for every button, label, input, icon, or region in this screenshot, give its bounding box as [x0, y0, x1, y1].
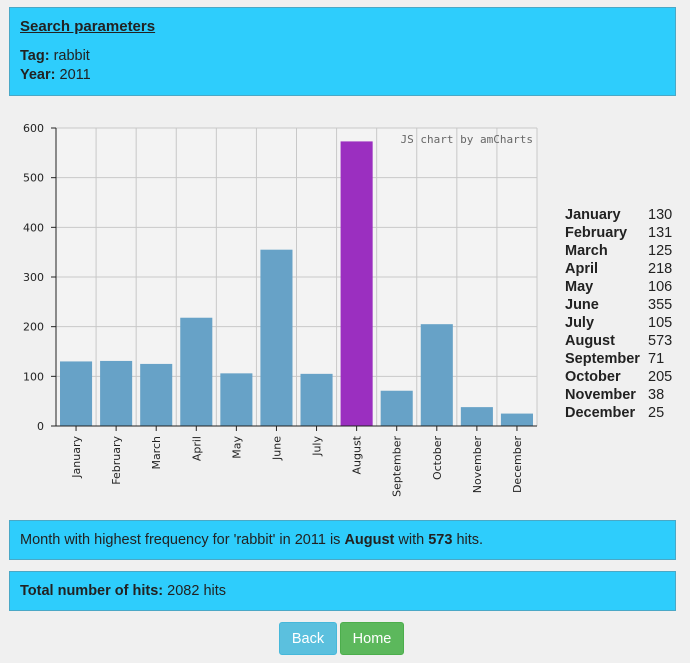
table-count: 218	[648, 261, 673, 277]
y-tick-label: 100	[23, 370, 44, 383]
summary-suffix: hits.	[452, 532, 484, 548]
bar	[300, 373, 333, 426]
bar	[420, 324, 453, 426]
bar	[500, 413, 533, 426]
home-button[interactable]: Home	[340, 622, 404, 655]
table-row: December 25	[565, 404, 678, 422]
bar	[180, 317, 213, 426]
x-tick-label: December	[511, 436, 524, 494]
summary-hits: 573	[428, 532, 453, 548]
bar	[460, 407, 493, 426]
table-row: November 38	[565, 386, 678, 404]
table-row: April 218	[565, 260, 678, 278]
x-tick-label: January	[70, 436, 83, 479]
search-parameters-heading: Search parameters	[20, 18, 156, 35]
y-tick-label: 200	[23, 321, 44, 334]
bar	[60, 361, 93, 426]
table-count: 106	[648, 279, 673, 295]
chart-credit: JS chart by amCharts	[401, 133, 533, 146]
table-row: August 573	[565, 332, 678, 350]
year-value: 2011	[59, 67, 91, 83]
table-month: May	[565, 279, 594, 295]
year-row: Year: 2011	[20, 66, 665, 85]
summary-prefix: Month with highest frequency for 'rabbit…	[20, 532, 345, 548]
total-panel: Total number of hits: 2082 hits	[9, 571, 676, 611]
y-tick-label: 600	[23, 122, 44, 135]
x-tick-label: February	[110, 436, 123, 485]
tag-value: rabbit	[53, 48, 90, 64]
bar	[340, 141, 373, 426]
table-month: January	[565, 207, 621, 223]
table-month: July	[565, 315, 595, 331]
table-count: 125	[648, 243, 673, 259]
x-tick-label: June	[270, 436, 283, 461]
table-month: September	[565, 351, 640, 367]
x-tick-label: October	[431, 436, 444, 480]
table-row: February 131	[565, 224, 678, 242]
tag-row: Tag: rabbit	[20, 47, 665, 66]
table-month: October	[565, 369, 621, 385]
table-month: February	[565, 225, 628, 241]
table-row: September 71	[565, 350, 678, 368]
bar	[380, 390, 413, 426]
table-count: 38	[648, 387, 665, 403]
x-tick-label: July	[311, 436, 324, 457]
monthly-hits-table: January 130 February 131 March 125 April 218 May…	[565, 206, 678, 422]
y-tick-label: 0	[37, 420, 44, 433]
summary-panel: Month with highest frequency for 'rabbit…	[9, 520, 676, 560]
x-tick-label: November	[471, 436, 484, 494]
search-parameters-panel: Search parameters Tag: rabbit Year: 2011	[9, 7, 676, 96]
table-count: 25	[648, 405, 665, 421]
bar	[140, 363, 173, 426]
year-label: Year:	[20, 67, 56, 83]
table-count: 573	[648, 333, 673, 349]
y-tick-label: 400	[23, 221, 44, 234]
table-row: July 105	[565, 314, 678, 332]
table-count: 71	[648, 351, 665, 367]
table-row: March 125	[565, 242, 678, 260]
x-tick-label: April	[190, 436, 203, 461]
table-row: January 130	[565, 206, 678, 224]
x-tick-label: May	[230, 436, 243, 459]
bar	[220, 373, 253, 426]
x-tick-label: September	[391, 436, 404, 497]
table-month: June	[565, 297, 599, 313]
total-label: Total number of hits:	[20, 583, 164, 599]
table-month: November	[565, 387, 636, 403]
bar	[260, 249, 293, 426]
x-tick-label: August	[351, 435, 364, 474]
table-row: June 355	[565, 296, 678, 314]
x-tick-label: March	[150, 436, 163, 470]
table-row: May 106	[565, 278, 678, 296]
table-count: 105	[648, 315, 673, 331]
table-month: December	[565, 405, 636, 421]
table-count: 355	[648, 297, 673, 313]
table-month: March	[565, 243, 608, 259]
table-row: October 205	[565, 368, 678, 386]
summary-middle: with	[394, 532, 429, 548]
back-button[interactable]: Back	[279, 622, 337, 655]
table-month: April	[565, 261, 599, 277]
table-count: 205	[648, 369, 673, 385]
y-tick-label: 500	[23, 172, 44, 185]
table-count: 130	[648, 207, 673, 223]
tag-label: Tag:	[20, 48, 50, 64]
summary-month: August	[344, 532, 395, 548]
table-month: August	[565, 333, 615, 349]
bar	[100, 360, 133, 426]
total-value: 2082 hits	[163, 583, 227, 599]
table-count: 131	[648, 225, 673, 241]
y-tick-label: 300	[23, 271, 44, 284]
monthly-hits-chart: 0 100 200 300 400 500 600 January February March A…	[23, 122, 538, 497]
